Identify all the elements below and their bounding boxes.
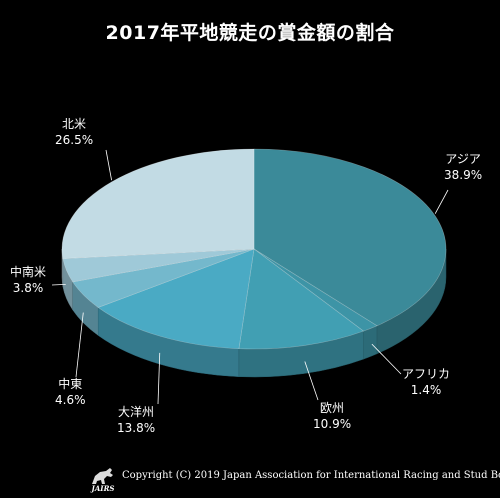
slice-label-north-america: 北米 26.5%: [55, 116, 93, 148]
slice-side-africa: [363, 325, 378, 360]
slice-top-europe: [238, 248, 365, 350]
slice-name-africa: アフリカ: [402, 367, 451, 381]
slice-label-asia: アジア 38.9%: [444, 151, 482, 183]
slice-top-asia: [253, 148, 447, 327]
leader-line-middle-east: [75, 312, 84, 378]
slice-name-europe: 欧州: [320, 401, 345, 415]
leader-line-oceania: [157, 352, 161, 405]
slice-value-europe: 10.9%: [313, 417, 352, 431]
copyright-text: Copyright (C) 2019 Japan Association for…: [122, 470, 500, 481]
slice-value-africa: 1.4%: [410, 383, 442, 397]
leader-line-latin-america: [51, 284, 66, 286]
footer: JAIRS Copyright (C) 2019 Japan Associati…: [0, 466, 500, 498]
slice-label-oceania: 大洋州 13.8%: [117, 404, 155, 436]
slice-label-africa: アフリカ 1.4%: [402, 366, 450, 398]
slice-top-latin-america: [62, 248, 255, 283]
slice-value-asia: 38.9%: [444, 168, 483, 182]
slice-label-middle-east: 中東 4.6%: [55, 376, 86, 408]
slice-value-middle-east: 4.6%: [55, 393, 86, 407]
slice-name-oceania: 大洋州: [118, 405, 155, 419]
pie-chart: [51, 148, 449, 405]
chart-title: 2017年平地競走の賞金額の割合: [105, 22, 395, 44]
leader-line-africa: [371, 343, 402, 375]
slice-label-europe: 欧州 10.9%: [313, 400, 351, 432]
leader-line-europe: [304, 361, 319, 401]
slice-value-oceania: 13.8%: [117, 421, 156, 435]
slice-top-north-america: [61, 148, 255, 259]
slice-top-oceania: [97, 248, 255, 350]
slice-value-north-america: 26.5%: [55, 133, 94, 147]
slice-name-latin-america: 中南米: [10, 265, 47, 279]
slice-top-africa: [253, 248, 378, 332]
slice-value-latin-america: 3.8%: [12, 281, 44, 295]
leader-line-north-america: [105, 149, 112, 181]
slice-name-middle-east: 中東: [58, 377, 83, 391]
leader-line-asia: [434, 189, 449, 214]
slice-label-latin-america: 中南米 3.8%: [10, 264, 46, 296]
slice-name-asia: アジア: [445, 152, 481, 166]
horse-icon: [92, 468, 113, 484]
slice-top-middle-east: [72, 248, 255, 308]
slice-name-north-america: 北米: [62, 117, 87, 131]
logo-text: JAIRS: [91, 484, 115, 493]
jairs-logo: JAIRS: [86, 466, 120, 496]
